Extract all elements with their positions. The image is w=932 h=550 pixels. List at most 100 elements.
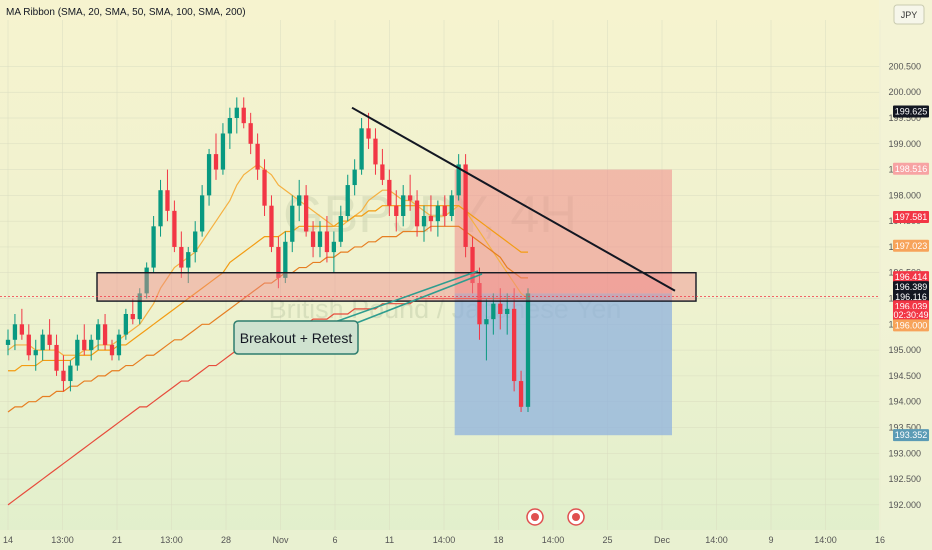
candle-body	[241, 107, 246, 124]
ma-line-20	[7, 163, 529, 356]
price-tag-bg	[893, 290, 929, 303]
time-tick-label: 16	[875, 535, 885, 545]
annotation-box	[233, 320, 359, 355]
price-tag-bg	[893, 281, 929, 294]
time-tick-label: 18	[493, 535, 503, 545]
candle-body	[525, 293, 531, 407]
candle-body	[373, 138, 378, 165]
price-tag-bg	[893, 271, 929, 284]
event-markers[interactable]	[526, 508, 585, 526]
candle-body	[179, 246, 184, 268]
candle-body	[331, 241, 337, 253]
price-tick-label: 192.000	[888, 500, 921, 510]
candle-body	[394, 205, 399, 216]
time-tick-label: 6	[332, 535, 337, 545]
candle-body	[144, 267, 149, 294]
candle-body	[165, 190, 170, 211]
price-tag-label: 196.116	[895, 292, 927, 302]
candle-body	[123, 314, 129, 335]
time-tick-label: 28	[221, 535, 231, 545]
time-axis[interactable]: 14 13:00 21 13:00 28 Nov 6 11 14:00 18 14:00 25 Dec 1…	[3, 535, 885, 545]
price-tick-label: 193.000	[888, 448, 921, 458]
candle-body	[82, 339, 87, 351]
event-marker-dot-icon	[531, 513, 539, 521]
candle-body	[477, 283, 482, 325]
candle-body	[5, 339, 11, 345]
candle-body	[463, 164, 468, 247]
price-tick-label: 194.500	[888, 371, 921, 381]
time-tick-label: 14:00	[433, 535, 456, 545]
time-tick-label: 11	[385, 535, 394, 545]
candle-body	[116, 334, 122, 356]
price-tag-label: 198.516	[895, 164, 928, 174]
candle-body	[498, 303, 503, 314]
time-tick-label: 14	[3, 535, 13, 545]
price-tick-label: 192.500	[888, 474, 921, 484]
candle-body	[47, 334, 52, 345]
candle-body	[310, 231, 316, 247]
candle-body	[186, 252, 191, 268]
candle-body	[234, 107, 239, 118]
price-tag-label: 199.625	[895, 107, 928, 117]
candle-body	[470, 246, 475, 284]
price-tag-label: 196.389	[895, 282, 928, 292]
candles	[5, 97, 531, 412]
price-tag-bg	[893, 210, 929, 223]
currency-button[interactable]: JPY	[893, 4, 925, 25]
candle-body	[442, 205, 447, 216]
price-tick-label: 199.000	[888, 139, 921, 149]
price-tag-label: 193.352	[895, 430, 928, 440]
candle-body	[89, 339, 94, 351]
candle-body	[213, 154, 219, 170]
candle-body	[366, 128, 371, 139]
time-tick-label: 25	[602, 535, 612, 545]
candle-body	[290, 205, 295, 242]
candle-body	[511, 308, 517, 382]
ma-line-50	[8, 205, 528, 372]
candle-body	[61, 370, 66, 382]
candle-body	[220, 133, 226, 170]
candle-body	[158, 190, 163, 227]
candle-body	[449, 195, 454, 216]
price-tag-label: 196.039	[895, 301, 928, 311]
price-tick-label: 198.000	[888, 190, 921, 200]
candle-body	[317, 231, 323, 247]
time-tick-label: 14:00	[542, 535, 565, 545]
currency-button-label[interactable]: JPY	[901, 10, 918, 20]
candle-body	[248, 123, 253, 144]
time-tick-label: Dec	[654, 535, 671, 545]
candle-body	[172, 210, 177, 247]
candle-body	[75, 339, 80, 366]
price-tick-label: 199.500	[888, 113, 921, 123]
candle-body	[255, 143, 260, 170]
candle-body	[324, 231, 330, 253]
candle-body	[484, 319, 489, 325]
candle-body	[102, 324, 108, 345]
candle-body	[380, 164, 385, 180]
price-tags: 199.625 198.516 197.581 197.023 196.414196.3…	[893, 105, 929, 442]
currency-button-frame[interactable]	[893, 4, 925, 25]
price-tick-label: 200.000	[888, 87, 921, 97]
breakout-annotation[interactable]: Breakout + Retest	[233, 270, 483, 355]
candle-body	[109, 344, 115, 356]
candle-body	[151, 226, 156, 268]
annotation-arrow-line	[317, 270, 479, 329]
price-tag-bg	[893, 429, 929, 442]
candle-body	[352, 169, 357, 186]
trendline[interactable]	[351, 106, 676, 292]
candle-body	[199, 195, 205, 232]
candle-body	[414, 200, 420, 227]
candle-body	[54, 344, 59, 371]
candle-body	[491, 303, 496, 320]
price-tick-label: 200.500	[888, 61, 921, 71]
indicator-label[interactable]: MA Ribbon (SMA, 20, SMA, 50, SMA, 100, S…	[6, 7, 246, 18]
candle-body	[401, 195, 406, 216]
price-tick-label: 193.500	[888, 422, 921, 432]
event-marker-dot-icon	[572, 513, 580, 521]
candle-body	[262, 169, 267, 206]
price-tag-bg	[893, 162, 929, 175]
take-profit-zone[interactable]	[454, 293, 672, 436]
time-tick-label: Nov	[272, 535, 289, 545]
time-tick-label: 14:00	[705, 535, 728, 545]
